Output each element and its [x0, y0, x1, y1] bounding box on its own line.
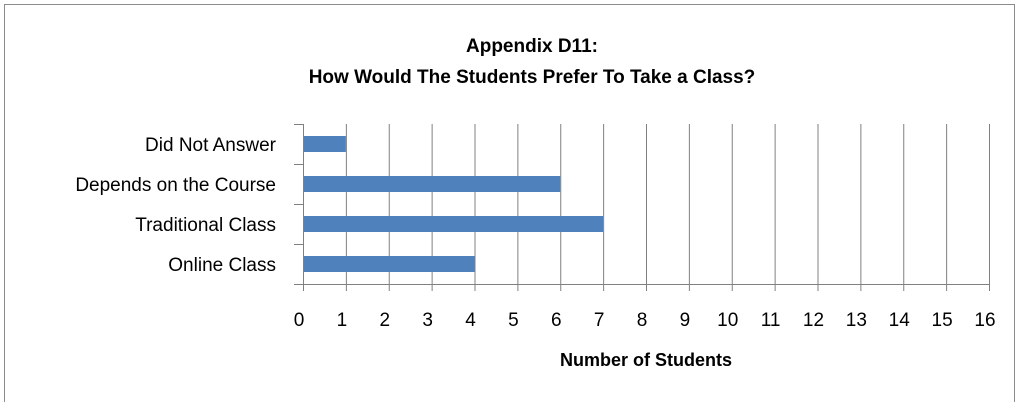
x-tick-label-1: 1 — [337, 310, 348, 331]
x-tick-label-2: 2 — [379, 310, 390, 331]
gridlines — [345, 124, 990, 284]
x-tick-label-14: 14 — [889, 310, 911, 331]
x-tick-labels: 0 1 2 3 4 5 6 7 8 9 10 11 12 13 14 15 16 — [294, 310, 996, 331]
x-tick-label-8: 8 — [637, 310, 648, 331]
chart-title-line-1: Appendix D11: — [466, 36, 598, 57]
x-tick-label-3: 3 — [422, 310, 433, 331]
x-tick-label-9: 9 — [680, 310, 691, 331]
category-label-4: Did Not Answer — [145, 135, 277, 156]
bar-2 — [304, 216, 604, 232]
x-tick-label-12: 12 — [803, 310, 824, 331]
bar-1 — [304, 256, 475, 272]
x-tick-label-13: 13 — [846, 310, 867, 331]
x-tick-label-7: 7 — [594, 310, 605, 331]
bars — [304, 136, 604, 272]
chart-title-line-2: How Would The Students Prefer To Take a … — [309, 67, 756, 88]
category-label-2: Traditional Class — [135, 215, 276, 236]
x-tick-label-5: 5 — [508, 310, 519, 331]
category-labels: Online Class Traditional Class Depends on … — [75, 135, 276, 276]
x-axis-label: Number of Students — [560, 350, 732, 370]
bar-4 — [304, 136, 346, 152]
category-label-3: Depends on the Course — [75, 175, 276, 196]
chart-frame — [4, 4, 1015, 402]
x-tick-label-10: 10 — [717, 310, 738, 331]
category-label-1: Online Class — [168, 255, 276, 276]
axes — [294, 124, 990, 291]
x-tick-label-16: 16 — [974, 310, 995, 331]
x-tick-label-6: 6 — [551, 310, 562, 331]
bar-3 — [304, 176, 561, 192]
x-tick-label-4: 4 — [465, 310, 476, 331]
x-tick-label-0: 0 — [294, 310, 305, 331]
x-tick-label-15: 15 — [932, 310, 953, 331]
x-tick-label-11: 11 — [761, 310, 781, 331]
